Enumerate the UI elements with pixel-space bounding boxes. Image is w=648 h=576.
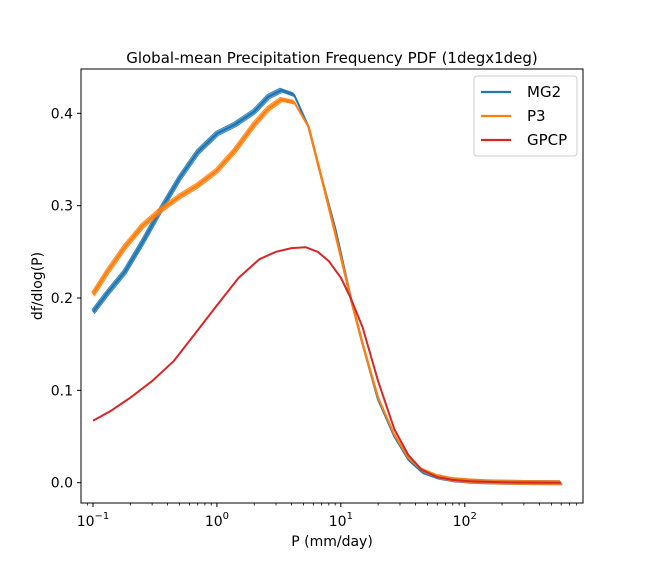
series-p3-member-2: [93, 100, 562, 485]
y-tick-label-1: 0.1: [51, 383, 73, 399]
legend-label-mg2: MG2: [527, 83, 561, 101]
legend-label-gpcp: GPCP: [527, 131, 567, 149]
x-axis: 10−1 100 101 102: [77, 503, 578, 530]
y-axis: 0.0 0.1 0.2 0.3 0.4: [51, 106, 81, 492]
y-tick-label-2: 0.2: [51, 291, 73, 307]
y-tick-label-4: 0.4: [51, 106, 73, 122]
x-tick-label-0: 10−1: [77, 511, 110, 530]
legend: MG2 P3 GPCP: [473, 75, 578, 157]
y-tick-label-0: 0.0: [51, 476, 73, 492]
legend-box: [473, 75, 578, 157]
x-tick-label-2: 101: [329, 511, 353, 530]
y-tick-label-3: 0.3: [51, 199, 73, 215]
legend-label-p3: P3: [527, 107, 546, 125]
x-tick-label-1: 100: [205, 511, 229, 530]
series-line-gpcp: [92, 246, 562, 484]
plot-frame: [80, 68, 584, 504]
series-p3-member-3: [93, 101, 563, 486]
y-axis-label: df/dlog(P): [30, 252, 46, 320]
x-axis-label: P (mm/day): [291, 534, 373, 550]
series-line-p3: [92, 98, 562, 484]
chart-title: Global-mean Precipitation Frequency PDF …: [126, 49, 538, 67]
series-layer: [91, 87, 563, 486]
x-tick-label-3: 102: [453, 511, 477, 530]
